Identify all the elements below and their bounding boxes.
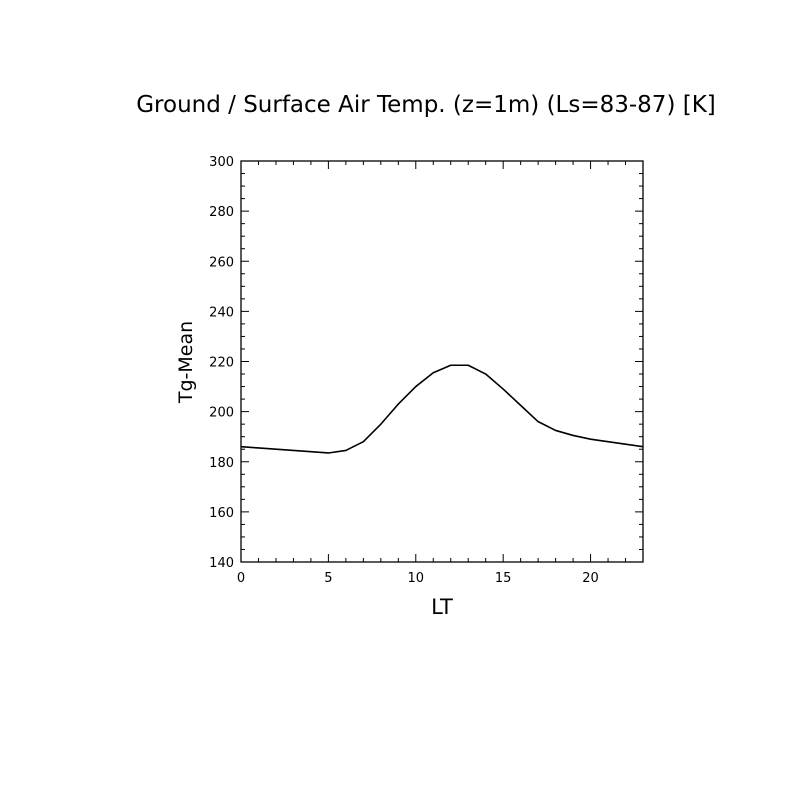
data-point [485, 373, 487, 375]
x-tick-label: 20 [582, 571, 599, 586]
data-point [397, 403, 399, 405]
chart-title: Ground / Surface Air Temp. (z=1m) (Ls=83… [136, 92, 716, 118]
data-point [240, 446, 242, 448]
data-point [537, 421, 539, 423]
data-point [275, 448, 277, 450]
axis-ticks [240, 160, 644, 563]
data-point [589, 438, 592, 440]
y-tick-label: 240 [209, 305, 234, 320]
data-point [257, 447, 260, 449]
y-tick-label: 160 [209, 506, 234, 521]
data-point [502, 388, 504, 390]
data-point [432, 372, 434, 374]
data-point [642, 446, 644, 448]
x-tick-label: 5 [324, 571, 332, 586]
data-point [467, 364, 469, 366]
data-point [555, 429, 557, 432]
y-tick-label: 220 [209, 356, 234, 371]
data-point [624, 443, 627, 445]
data-point [345, 449, 347, 452]
data-point [607, 441, 609, 443]
x-tick-label: 10 [408, 571, 425, 586]
y-tick-label: 280 [209, 205, 234, 220]
series-group [240, 364, 644, 454]
y-tick-label: 260 [209, 255, 234, 270]
data-point [450, 364, 452, 366]
y-tick-label: 180 [209, 456, 234, 471]
data-point [327, 452, 329, 454]
y-tick-label: 300 [209, 155, 234, 170]
y-tick-label: 140 [209, 556, 234, 571]
plot-border [240, 160, 644, 563]
x-tick-label: 0 [237, 571, 245, 586]
data-point [362, 441, 364, 443]
data-point [292, 449, 295, 452]
x-axis-label: LT [431, 595, 453, 619]
series-line [240, 364, 644, 454]
data-point [520, 404, 522, 406]
data-point [310, 451, 312, 453]
data-point [572, 434, 574, 437]
y-axis-label: Tg-Mean [175, 321, 197, 404]
tick-labels: 0 5 10 15 20 140 160 180 200 220 240 260 280 300 [209, 155, 599, 586]
plot-frame [240, 160, 644, 563]
y-tick-label: 200 [209, 406, 234, 421]
data-point [380, 423, 382, 425]
x-tick-label: 15 [495, 571, 512, 586]
data-point [415, 385, 417, 388]
